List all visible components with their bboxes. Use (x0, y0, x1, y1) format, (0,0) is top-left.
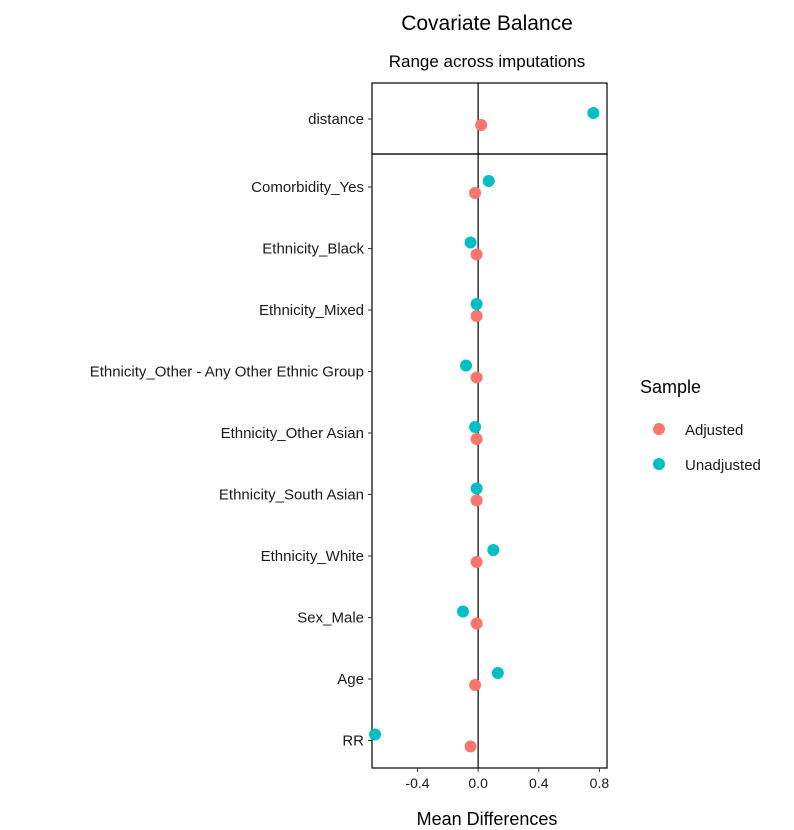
x-axis-title: Mean Differences (417, 809, 558, 829)
x-tick-label: 0.0 (468, 775, 488, 791)
point-adjusted (469, 679, 482, 691)
point-unadjusted (470, 482, 483, 495)
point-adjusted (470, 433, 483, 445)
x-tick-label: -0.4 (405, 775, 429, 791)
x-axis: -0.4 0.0 0.4 0.8 (405, 768, 609, 791)
point-adjusted (470, 371, 483, 384)
legend-label: Adjusted (685, 422, 743, 439)
point-adjusted (470, 556, 483, 568)
y-tick-label: RR (342, 733, 364, 750)
point-unadjusted (464, 236, 477, 249)
y-tick-label: Sex_Male (297, 610, 364, 627)
point-unadjusted (487, 544, 500, 556)
legend: Sample Adjusted Unadjusted (640, 377, 761, 474)
point-adjusted (470, 248, 483, 261)
chart-title: Covariate Balance (401, 12, 573, 35)
point-unadjusted (469, 421, 482, 433)
y-tick-label: Comorbidity_Yes (251, 179, 364, 196)
x-tick-label: 0.4 (529, 775, 549, 791)
legend-key-unadjusted (653, 458, 665, 470)
legend-key-adjusted (653, 423, 665, 435)
y-tick-label: Ethnicity_Other Asian (221, 425, 364, 442)
y-tick-label: Ethnicity_White (261, 548, 364, 565)
point-unadjusted (491, 667, 504, 679)
legend-title: Sample (640, 377, 701, 397)
point-unadjusted (460, 359, 472, 372)
point-unadjusted (470, 298, 483, 310)
bottom-panel (371, 153, 608, 769)
point-unadjusted (369, 728, 382, 741)
y-tick-label: Ethnicity_South Asian (219, 487, 364, 504)
point-unadjusted (587, 107, 600, 119)
y-tick-label: Ethnicity_Other - Any Other Ethnic Group (90, 364, 364, 381)
y-axis-labels: distance Comorbidity_Yes Ethnicity_Black Et… (90, 111, 372, 750)
point-adjusted (475, 119, 488, 131)
point-adjusted (470, 310, 483, 322)
point-adjusted (464, 740, 477, 753)
point-unadjusted (482, 175, 495, 187)
point-adjusted (470, 494, 483, 507)
chart-subtitle: Range across imputations (389, 52, 586, 71)
y-tick-label: Age (337, 671, 364, 688)
data-points (369, 107, 600, 753)
top-panel (371, 82, 608, 155)
x-tick-label: 0.8 (590, 775, 610, 791)
point-adjusted (470, 617, 483, 630)
y-tick-label: Ethnicity_Mixed (259, 302, 364, 319)
y-tick-label: distance (308, 111, 364, 128)
point-adjusted (469, 187, 482, 199)
point-unadjusted (456, 605, 469, 618)
legend-label: Unadjusted (685, 457, 761, 474)
y-tick-label: Ethnicity_Black (262, 241, 364, 258)
